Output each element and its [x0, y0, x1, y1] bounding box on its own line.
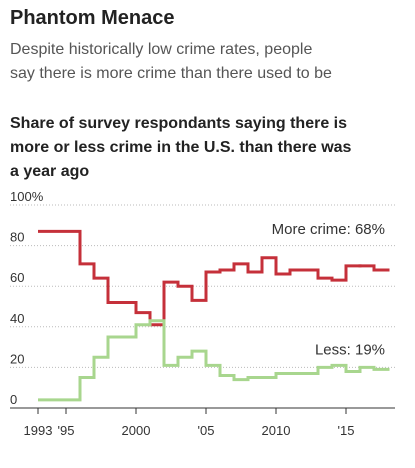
y-tick-label: 80 [10, 230, 24, 245]
series-label: More crime: 68% [272, 221, 385, 238]
chart-heading: a year ago [10, 163, 89, 180]
chart-heading: Share of survey respondants saying there… [10, 115, 347, 132]
x-tick-label: 1993 [24, 423, 53, 438]
x-tick-label: 2010 [262, 423, 291, 438]
x-tick-label: '95 [58, 423, 75, 438]
chart-title: Phantom Menace [10, 7, 174, 29]
y-tick-label: 40 [10, 311, 24, 326]
x-tick-label: '05 [198, 423, 215, 438]
y-tick-label: 60 [10, 270, 24, 285]
series-label: Less: 19% [315, 341, 385, 358]
y-tick-label: 0 [10, 392, 17, 407]
chart-heading: more or less crime in the U.S. than ther… [10, 139, 352, 156]
subtitle: Despite historically low crime rates, pe… [10, 41, 312, 58]
subtitle: say there is more crime than there used … [10, 65, 332, 82]
y-tick-label: 20 [10, 351, 24, 366]
y-tick-label: 100% [10, 189, 44, 204]
x-tick-label: '15 [338, 423, 355, 438]
x-tick-label: 2000 [122, 423, 151, 438]
